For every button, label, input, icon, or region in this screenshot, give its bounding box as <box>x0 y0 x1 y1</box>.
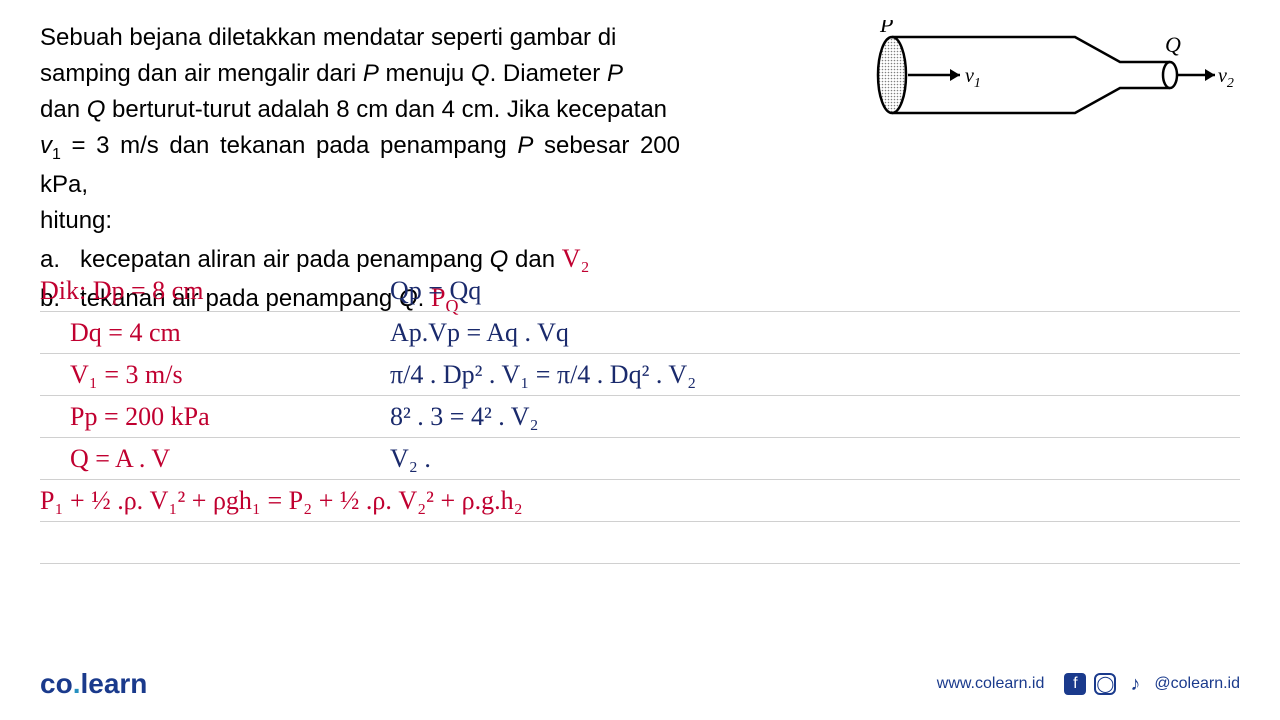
work-row: Dq = 4 cm Ap.Vp = Aq . Vq <box>40 312 1240 354</box>
given-dp: Dik: Dp = 8 cm <box>40 276 380 306</box>
work-row: V₁ = 3 m/s π/4 . Dp² . V₁ = π/4 . Dq² . … <box>40 354 1240 396</box>
social-handle: @colearn.id <box>1154 675 1240 693</box>
problem-line-4: v1 = 3 m/s dan tekanan pada penampang P … <box>40 128 680 203</box>
given-q-av: Q = A . V <box>40 444 380 474</box>
social-icons: f ◯ ♪ @colearn.id <box>1064 673 1240 695</box>
footer-right: www.colearn.id f ◯ ♪ @colearn.id <box>937 673 1240 695</box>
work-row: Pp = 200 kPa 8² . 3 = 4² . V₂ <box>40 396 1240 438</box>
diagram-label-v2: v2 <box>1218 65 1234 91</box>
facebook-icon: f <box>1064 673 1086 695</box>
given-v1: V₁ = 3 m/s <box>40 360 380 390</box>
problem-line-2: samping dan air mengalir dari P menuju Q… <box>40 56 680 92</box>
diagram-label-p: P <box>879 20 893 37</box>
tiktok-icon: ♪ <box>1124 673 1146 695</box>
pipe-diagram: P Q v1 v2 <box>860 20 1240 130</box>
given-pp: Pp = 200 kPa <box>40 402 380 432</box>
problem-line-5: hitung: <box>40 203 680 239</box>
work-pi-eq: π/4 . Dp² . V₁ = π/4 . Dq² . V₂ <box>380 360 696 390</box>
problem-line-1: Sebuah bejana diletakkan mendatar sepert… <box>40 20 680 56</box>
handwritten-work: Dik: Dp = 8 cm Qp = Qq Dq = 4 cm Ap.Vp =… <box>40 270 1240 564</box>
bernoulli-eq: P₁ + ½ .ρ. V₁² + ρgh₁ = P₂ + ½ .ρ. V₂² +… <box>40 480 1240 522</box>
instagram-icon: ◯ <box>1094 673 1116 695</box>
work-row-empty <box>40 522 1240 564</box>
footer: co.learn www.colearn.id f ◯ ♪ @colearn.i… <box>0 668 1280 700</box>
annotation-v2: V₂ <box>562 244 590 273</box>
work-row: Dik: Dp = 8 cm Qp = Qq <box>40 270 1240 312</box>
problem-line-3: dan Q berturut-turut adalah 8 cm dan 4 c… <box>40 92 680 128</box>
diagram-label-q: Q <box>1165 32 1181 57</box>
diagram-label-v1: v1 <box>965 65 981 91</box>
colearn-logo: co.learn <box>40 668 147 700</box>
work-num-eq: 8² . 3 = 4² . V₂ <box>380 402 539 432</box>
work-row: Q = A . V V₂ . <box>40 438 1240 480</box>
work-ap-aq: Ap.Vp = Aq . Vq <box>380 318 569 348</box>
work-v2: V₂ . <box>380 444 431 474</box>
footer-url: www.colearn.id <box>937 675 1045 693</box>
given-dq: Dq = 4 cm <box>40 318 380 348</box>
work-qp-qq: Qp = Qq <box>380 276 481 306</box>
